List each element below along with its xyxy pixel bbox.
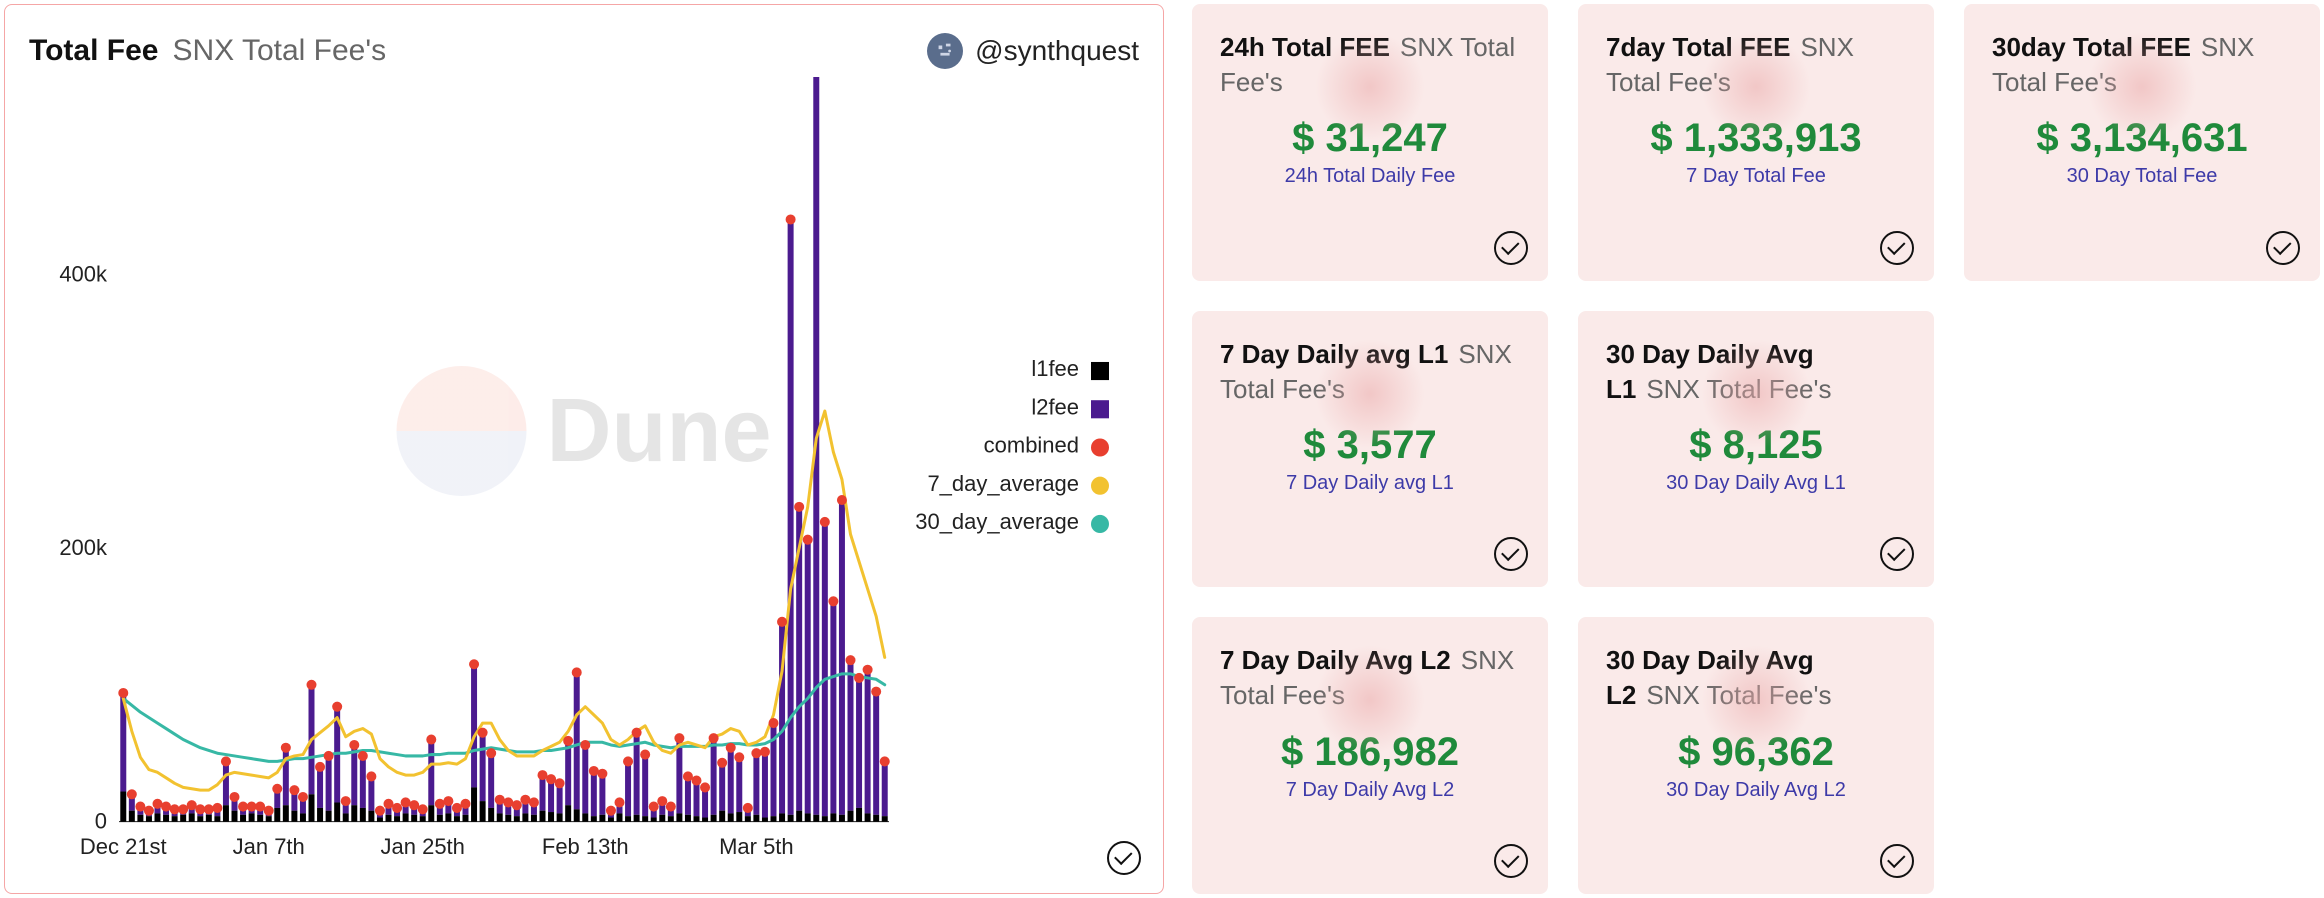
svg-text:l1fee: l1fee xyxy=(1031,356,1079,381)
card-caption: 7 Day Daily Avg L2 xyxy=(1220,779,1520,802)
verified-check-icon[interactable] xyxy=(1107,841,1141,875)
svg-text:Dec 21st: Dec 21st xyxy=(80,834,167,859)
card-title-row: 7 Day Daily avg L1SNX Total Fee's xyxy=(1220,337,1520,407)
card-value: $ 96,362 xyxy=(1606,730,1906,775)
verified-check-icon[interactable] xyxy=(1494,537,1528,571)
card-value: $ 3,134,631 xyxy=(1992,116,2292,161)
metric-card[interactable]: 7 Day Daily Avg L2SNX Total Fee's $ 186,… xyxy=(1192,617,1548,894)
card-title-row: 7day Total FEESNX Total Fee's xyxy=(1606,30,1906,100)
card-title-row: 7 Day Daily Avg L2SNX Total Fee's xyxy=(1220,643,1520,713)
card-value: $ 31,247 xyxy=(1220,116,1520,161)
card-value: $ 8,125 xyxy=(1606,423,1906,468)
chart-panel: Total Fee SNX Total Fee's @synthquest Du… xyxy=(4,4,1164,894)
metric-card[interactable]: 30 Day Daily Avg L2SNX Total Fee's $ 96,… xyxy=(1578,617,1934,894)
card-value: $ 1,333,913 xyxy=(1606,116,1906,161)
card-title: 30day Total FEE xyxy=(1992,32,2191,62)
card-caption: 24h Total Daily Fee xyxy=(1220,165,1520,188)
card-title: 7 Day Daily avg L1 xyxy=(1220,339,1448,369)
svg-text:l2fee: l2fee xyxy=(1031,394,1079,419)
svg-text:combined: combined xyxy=(984,432,1079,457)
svg-text:200k: 200k xyxy=(59,535,108,560)
metric-card[interactable]: 24h Total FEESNX Total Fee's $ 31,247 24… xyxy=(1192,4,1548,281)
metric-card[interactable]: 30day Total FEESNX Total Fee's $ 3,134,6… xyxy=(1964,4,2320,281)
chart-title: Total Fee xyxy=(29,34,158,68)
card-caption: 30 Day Daily Avg L1 xyxy=(1606,472,1906,495)
card-title: 7day Total FEE xyxy=(1606,32,1790,62)
card-caption: 30 Day Total Fee xyxy=(1992,165,2292,188)
card-value: $ 3,577 xyxy=(1220,423,1520,468)
card-subtitle: SNX Total Fee's xyxy=(1646,374,1831,404)
card-title-row: 30day Total FEESNX Total Fee's xyxy=(1992,30,2292,100)
metric-card[interactable]: 7 Day Daily avg L1SNX Total Fee's $ 3,57… xyxy=(1192,311,1548,588)
svg-text:30_day_average: 30_day_average xyxy=(915,509,1079,534)
metric-cards-grid: 24h Total FEESNX Total Fee's $ 31,247 24… xyxy=(1192,4,2320,894)
metric-card[interactable]: 30 Day Daily Avg L1SNX Total Fee's $ 8,1… xyxy=(1578,311,1934,588)
username-link[interactable]: @synthquest xyxy=(975,35,1139,67)
verified-check-icon[interactable] xyxy=(1880,231,1914,265)
svg-text:Jan 7th: Jan 7th xyxy=(233,834,305,859)
svg-text:Feb 13th: Feb 13th xyxy=(542,834,629,859)
card-subtitle: SNX Total Fee's xyxy=(1646,680,1831,710)
verified-check-icon[interactable] xyxy=(1880,537,1914,571)
svg-text:400k: 400k xyxy=(59,261,108,286)
card-title-row: 30 Day Daily Avg L1SNX Total Fee's xyxy=(1606,337,1906,407)
card-caption: 7 Day Daily avg L1 xyxy=(1220,472,1520,495)
svg-text:0: 0 xyxy=(95,809,107,834)
card-title-row: 30 Day Daily Avg L2SNX Total Fee's xyxy=(1606,643,1906,713)
card-title: 24h Total FEE xyxy=(1220,32,1390,62)
verified-check-icon[interactable] xyxy=(2266,231,2300,265)
metric-card[interactable]: 7day Total FEESNX Total Fee's $ 1,333,91… xyxy=(1578,4,1934,281)
chart-header: Total Fee SNX Total Fee's @synthquest xyxy=(29,33,1139,69)
card-title-row: 24h Total FEESNX Total Fee's xyxy=(1220,30,1520,100)
card-caption: 30 Day Daily Avg L2 xyxy=(1606,779,1906,802)
svg-text:7_day_average: 7_day_average xyxy=(927,471,1079,496)
card-value: $ 186,982 xyxy=(1220,730,1520,775)
svg-text:Jan 25th: Jan 25th xyxy=(381,834,465,859)
card-caption: 7 Day Total Fee xyxy=(1606,165,1906,188)
chart-subtitle: SNX Total Fee's xyxy=(172,34,386,68)
verified-check-icon[interactable] xyxy=(1494,844,1528,878)
chart-plot-area[interactable]: 0 200k 400k Dec 21st Jan 7th Jan 25th Feb 13th… xyxy=(29,77,1139,882)
verified-check-icon[interactable] xyxy=(1494,231,1528,265)
user-avatar-icon[interactable] xyxy=(927,33,963,69)
card-title: 7 Day Daily Avg L2 xyxy=(1220,645,1451,675)
verified-check-icon[interactable] xyxy=(1880,844,1914,878)
svg-text:Mar 5th: Mar 5th xyxy=(719,834,794,859)
